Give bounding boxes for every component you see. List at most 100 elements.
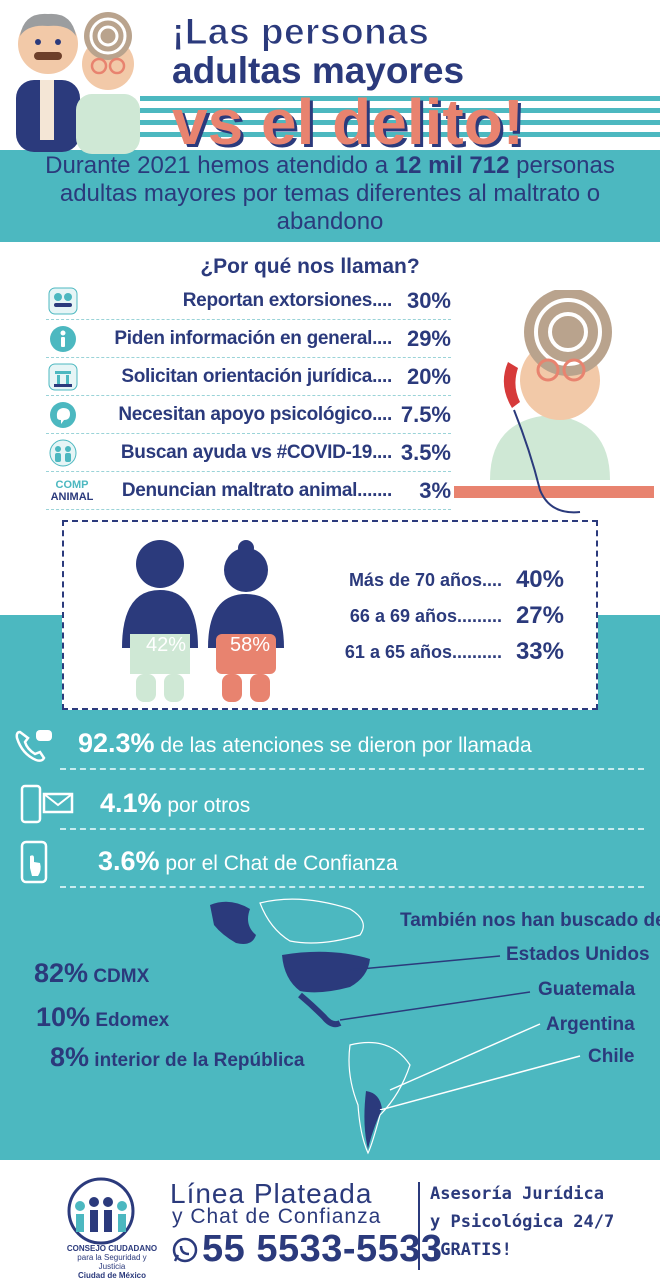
line-subtitle: y Chat de Confianza [172,1205,382,1228]
whatsapp-icon [172,1237,198,1262]
channel-text: por el Chat de Confianza [159,852,398,875]
info-icon [46,324,80,354]
paw-icon: COMP ANIMAL [42,476,102,506]
service-line2: y Psicológica 24/7 [430,1212,615,1232]
age-value: 33% [515,638,564,665]
reason-value: 20% [406,363,451,389]
reason-row: Solicitan orientación jurídica.... 20% [46,358,451,396]
consejo-ciudadano-logo [67,1177,135,1245]
email-icon [20,784,74,824]
country-label: Estados Unidos [506,944,650,965]
reason-value: 29% [406,325,451,351]
reason-row: COMP ANIMAL Denuncian maltrato animal...… [46,472,451,510]
service-text: Asesoría Jurídica y Psicológica 24/7 ¡GR… [430,1180,614,1264]
origin-stat: 8% interior de la República [50,1042,304,1073]
reason-value: 3% [419,477,451,503]
country-label: Chile [588,1046,635,1067]
reasons-title: ¿Por qué nos llaman? [200,255,420,278]
reason-value: 7.5% [400,401,451,427]
channel-caption: 4.1% por otros [100,788,250,819]
reason-label: Reportan extorsiones.... [182,289,393,311]
origin-stat: 82% CDMX [34,958,149,989]
channel-caption: 3.6% por el Chat de Confianza [98,846,398,877]
age-row: 61 a 65 años.......... 33% [314,634,564,670]
channel-value: 4.1% [100,788,162,818]
elderly-couple-illustration [16,12,140,154]
people-icon [46,438,80,468]
reason-label: Solicitan orientación jurídica.... [121,365,392,387]
intro-highlight: 12 mil 712 [394,152,510,179]
phone-number-text: 55 5533-5533 [202,1228,443,1270]
animal-logo-line1: COMP [55,478,89,491]
intro-after: personas adultas mayores por temas difer… [59,152,615,235]
title-line-1: ¡Las personas [172,11,430,52]
age-value: 27% [515,602,564,629]
age-label: Más de 70 años.... [348,569,502,590]
divider [60,768,644,770]
phone-number[interactable]: 55 5533-5533 [172,1228,443,1271]
reason-label: Buscan ayuda vs #COVID-19.... [120,441,392,463]
intro-text: Durante 2021 hemos atendido a 12 mil 712… [0,150,660,236]
channel-caption: 92.3% de las atenciones se dieron por ll… [78,728,532,759]
age-label: 61 a 65 años.......... [344,641,502,662]
country-label: Guatemala [538,979,636,1000]
channel-row: 3.6% por el Chat de Confianza [0,840,660,890]
origin-label: CDMX [88,966,150,987]
reason-label: Piden información en general.... [114,327,392,349]
origin-value: 8% [50,1042,90,1072]
gender-figures [122,540,284,702]
channel-text: de las atenciones se dieron por llamada [154,734,532,757]
age-distribution-box: 42% 58% Más de 70 años.... 40% 66 a 69 añ… [62,520,598,710]
intro-band [0,150,660,242]
channel-row: 92.3% de las atenciones se dieron por ll… [0,722,660,772]
header-stripes [140,96,660,152]
title-line-3: vs el delito! [172,86,525,158]
handshake-icon [46,286,80,316]
origin-label: interior de la República [89,1050,305,1071]
animal-logo-line2: ANIMAL [50,490,94,503]
map-leader-lines [339,955,581,1110]
service-line1: Asesoría Jurídica [430,1184,604,1204]
logo-line3: Ciudad de México [77,1271,146,1280]
brain-icon [46,400,80,430]
reason-label: Necesitan apoyo psicológico.... [118,403,392,425]
age-label: 66 a 69 años......... [349,605,502,626]
channel-value: 92.3% [78,728,155,758]
age-list: Más de 70 años.... 40% 66 a 69 años......… [314,562,564,670]
title-line-2: adultas mayores [172,50,465,91]
reasons-list: Reportan extorsiones.... 30% Piden infor… [46,282,451,510]
reason-row: Buscan ayuda vs #COVID-19.... 3.5% [46,434,451,472]
reason-row: Piden información en general.... 29% [46,320,451,358]
reason-row: Necesitan apoyo psicológico.... 7.5% [46,396,451,434]
reason-row: Reportan extorsiones.... 30% [46,282,451,320]
age-row: Más de 70 años.... 40% [314,562,564,598]
male-percentage: 42% [146,634,187,656]
mobile-chat-icon [20,840,48,884]
reason-label: Denuncian maltrato animal....... [121,479,392,501]
age-row: 66 a 69 años......... 27% [314,598,564,634]
divider [60,886,644,888]
origin-value: 10% [36,1002,91,1032]
origin-value: 82% [34,958,89,988]
logo-text: CONSEJO CIUDADANO para la Seguridad y Ju… [64,1244,160,1280]
map-heading: También nos han buscado de [400,910,660,931]
channel-row: 4.1% por otros [0,782,660,832]
main-title: ¡Las personas adultas mayores vs el deli… [172,11,642,158]
country-label: Argentina [546,1014,635,1035]
logo-line2: para la Seguridad y Justicia [77,1253,147,1271]
origin-label: Edomex [90,1010,170,1031]
woman-on-phone-illustration [454,290,654,514]
americas-map [210,898,411,1155]
origin-stat: 10% Edomex [36,1002,169,1033]
reason-value: 3.5% [400,439,451,465]
legal-icon [46,362,80,392]
reason-value: 30% [406,287,451,313]
channel-value: 3.6% [98,846,160,876]
female-percentage: 58% [230,634,271,656]
footer-divider [418,1182,420,1270]
phone-call-icon [15,730,52,762]
intro-before: Durante 2021 hemos atendido a [45,152,395,179]
channel-text: por otros [161,794,251,817]
divider [60,828,644,830]
logo-line1: CONSEJO CIUDADANO [66,1244,158,1253]
